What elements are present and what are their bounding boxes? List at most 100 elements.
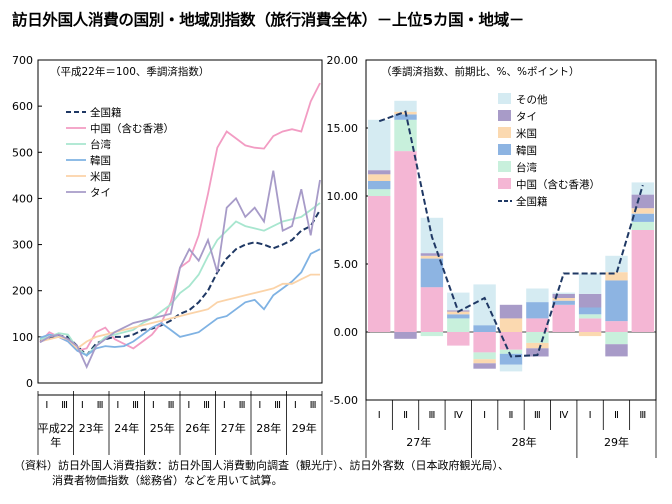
left-x-quarter-label: Ⅰ — [152, 400, 155, 411]
chart-title: 訪日外国人消費の国別・地域別指数（旅行消費全体）－上位5カ国・地域－ — [12, 11, 525, 29]
right-x-year-label: 29年 — [604, 435, 629, 449]
bar-segment — [394, 119, 417, 152]
bar-segment — [368, 196, 391, 332]
legend-swatch — [498, 93, 511, 104]
left-x-quarter-label: Ⅰ — [187, 400, 190, 411]
bar-segment — [420, 287, 444, 332]
right-x-quarter-label: Ⅱ — [614, 410, 619, 421]
legend-label: 米国 — [516, 127, 537, 140]
left-plot-frame — [37, 59, 323, 384]
bar-segment — [631, 230, 654, 332]
right-x-quarter-label: Ⅲ — [534, 410, 541, 421]
right-x-year-label: 27年 — [406, 435, 431, 449]
bar-segment — [499, 364, 523, 372]
left-y-tick-label: 500 — [12, 146, 33, 159]
left-chart-subtitle: （平成22年＝100、季調済指数） — [50, 65, 209, 78]
bar-segment — [526, 348, 549, 357]
legend-label: 全国籍 — [516, 195, 548, 208]
legend-swatch — [498, 144, 511, 155]
bar-segment — [552, 293, 575, 298]
bar-segment — [578, 293, 602, 308]
left-y-tick-label: 0 — [26, 377, 33, 390]
legend-label: 台湾 — [90, 138, 111, 151]
left-x-quarter-label: Ⅲ — [168, 400, 175, 411]
right-x-quarter-label: Ⅰ — [378, 410, 381, 421]
left-x-quarter-label: Ⅲ — [97, 400, 104, 411]
left-line-chart: 0 100 200 300 400 500 600 700 （平成22年＝100、季調済指数） Ⅰ… — [12, 54, 323, 455]
right-x-quarter-label: Ⅰ — [589, 410, 592, 421]
legend-swatch — [498, 178, 511, 189]
right-bar-chart: -5.00 0.00 5.00 10.00 15.00 20.00 （季調済指数、前期比、%… — [327, 54, 657, 458]
left-x-quarter-label: Ⅰ — [45, 400, 48, 411]
bar-segment — [578, 273, 602, 294]
bar-segment — [447, 314, 470, 319]
left-y-tick-label: 700 — [12, 54, 33, 67]
bar-segment — [631, 221, 654, 230]
source-note-line2: 消費者物価指数（総務省）などを用いて試算。 — [52, 474, 283, 487]
left-x-quarter-label: Ⅲ — [310, 400, 317, 411]
left-x-quarter-label: Ⅲ — [132, 400, 139, 411]
right-x-quarter-label: Ⅲ — [428, 410, 435, 421]
bar-segment — [578, 332, 602, 337]
bar-segment — [394, 114, 417, 120]
bar-segment — [605, 280, 628, 322]
bar-segment — [552, 298, 575, 301]
left-x-year-label: 28年 — [256, 421, 281, 435]
left-x-quarter-label: Ⅲ — [61, 400, 68, 411]
left-x-year-label: 24年 — [114, 421, 139, 435]
legend-label: 全国籍 — [90, 106, 122, 119]
bar-segment — [605, 272, 628, 281]
right-y-tick-label: 20.00 — [327, 54, 359, 67]
bar-segment — [526, 288, 549, 303]
legend-label: 韓国 — [90, 155, 111, 167]
left-y-tick-label: 100 — [12, 331, 33, 344]
legend-label: 中国（含む香港） — [516, 178, 600, 191]
left-x-year-label: 25年 — [150, 421, 175, 435]
right-y-tick-label: -5.00 — [330, 394, 358, 407]
line-series — [39, 248, 321, 357]
left-y-tick-label: 400 — [12, 192, 33, 205]
line-series — [39, 82, 321, 352]
right-chart-subtitle: （季調済指数、前期比、%、%ポイント） — [381, 65, 579, 78]
right-x-quarter-label: Ⅳ — [454, 410, 464, 421]
bar-segment — [499, 349, 523, 354]
bar-segment — [578, 318, 602, 332]
left-x-year-label: 年 — [50, 435, 61, 449]
legend-label: 台湾 — [516, 161, 537, 174]
bar-segment — [499, 304, 523, 319]
left-x-year-label: 27年 — [221, 421, 246, 435]
bar-segment — [420, 253, 444, 256]
bar-segment — [420, 332, 444, 337]
bar-segment — [578, 307, 602, 315]
legend-label: タイ — [90, 187, 111, 199]
bar-segment — [473, 352, 496, 360]
left-x-quarter-label: Ⅲ — [239, 400, 246, 411]
right-y-tick-label: 5.00 — [334, 258, 359, 271]
left-x-quarter-label: Ⅰ — [294, 400, 297, 411]
left-x-year-label: 平成22 — [38, 422, 74, 435]
source-note: （資料）訪日外国人消費指数：訪日外国人消費動向調査（観光庁）、訪日外客数（日本政… — [14, 458, 509, 488]
bar-segment — [447, 318, 470, 332]
left-y-tick-label: 300 — [12, 239, 33, 252]
left-x-quarter-label: Ⅰ — [81, 400, 84, 411]
bar-segment — [368, 170, 391, 175]
left-x-quarter-label: Ⅰ — [223, 400, 226, 411]
bar-segment — [368, 119, 391, 171]
bar-segment — [526, 342, 549, 349]
bar-segment — [394, 100, 417, 112]
bar-segment — [526, 332, 549, 343]
legend-label: 中国（含む香港） — [90, 122, 174, 135]
line-series — [39, 273, 320, 350]
bar-segment — [473, 363, 496, 369]
legend-swatch — [498, 110, 511, 121]
bar-segment — [631, 194, 654, 209]
line-series — [39, 170, 321, 370]
legend-swatch — [498, 161, 511, 172]
line-series — [39, 209, 321, 357]
bar-segment — [578, 314, 602, 319]
bar-segment — [499, 318, 523, 332]
bar-segment — [605, 332, 628, 345]
bar-segment — [447, 311, 470, 315]
bar-segment — [368, 181, 391, 190]
left-x-year-label: 29年 — [292, 421, 317, 435]
